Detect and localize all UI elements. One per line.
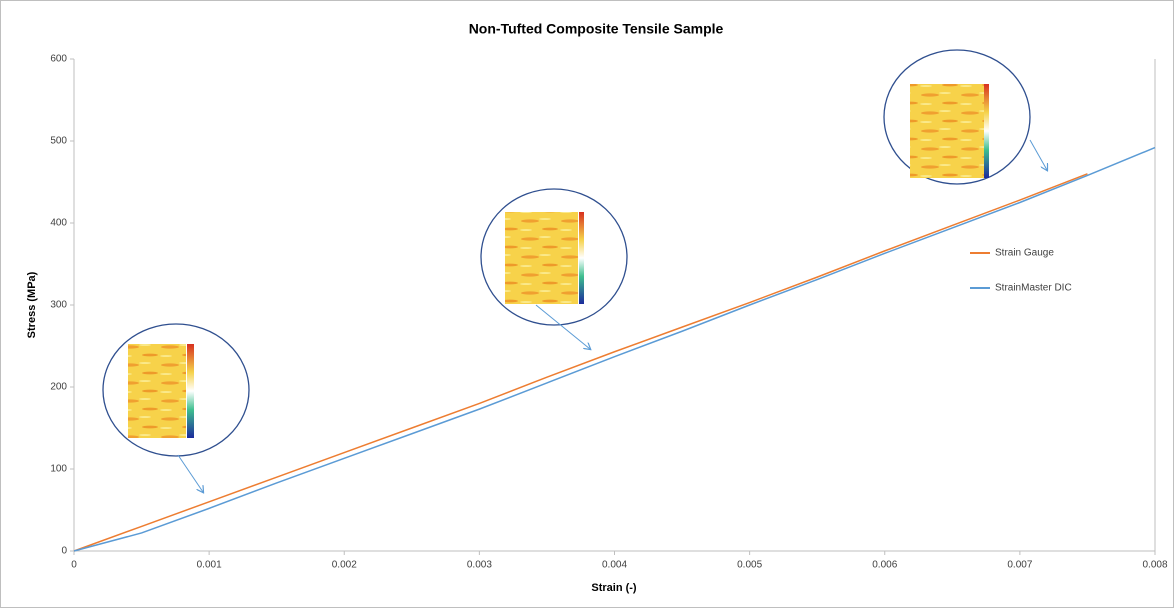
heatmap bbox=[505, 212, 578, 304]
legend-label: StrainMaster DIC bbox=[995, 283, 1072, 294]
y-axis-label: Stress (MPa) bbox=[26, 271, 38, 338]
arrow bbox=[1029, 139, 1047, 170]
heatmap bbox=[128, 344, 186, 438]
x-tick-label: 0.006 bbox=[872, 560, 897, 571]
legend-label: Strain Gauge bbox=[995, 248, 1054, 259]
x-tick-label: 0.007 bbox=[1007, 560, 1032, 571]
y-tick-label: 600 bbox=[50, 54, 67, 65]
insets bbox=[102, 49, 1047, 492]
y-tick-label: 300 bbox=[50, 300, 67, 311]
y-tick-label: 100 bbox=[50, 464, 67, 475]
colorbar bbox=[579, 212, 584, 304]
arrow bbox=[177, 454, 203, 492]
y-tick-label: 200 bbox=[50, 382, 67, 393]
x-tick-label: 0 bbox=[71, 560, 77, 571]
x-tick-label: 0.005 bbox=[737, 560, 762, 571]
colorbar bbox=[984, 84, 989, 178]
arrow bbox=[535, 304, 590, 349]
chart-title: Non-Tufted Composite Tensile Sample bbox=[469, 21, 724, 37]
x-tick-label: 0.004 bbox=[602, 560, 627, 571]
heatmap bbox=[910, 84, 984, 178]
y-tick-label: 0 bbox=[61, 546, 67, 557]
colorbar bbox=[187, 344, 194, 438]
x-tick-label: 0.001 bbox=[197, 560, 222, 571]
x-axis-label: Strain (-) bbox=[591, 582, 637, 594]
x-tick-label: 0.003 bbox=[467, 560, 492, 571]
y-tick-label: 400 bbox=[50, 218, 67, 229]
series-line bbox=[73, 146, 1156, 552]
x-tick-label: 0.008 bbox=[1142, 560, 1167, 571]
x-tick-label: 0.002 bbox=[332, 560, 357, 571]
y-tick-label: 500 bbox=[50, 136, 67, 147]
series-line bbox=[73, 173, 1088, 552]
